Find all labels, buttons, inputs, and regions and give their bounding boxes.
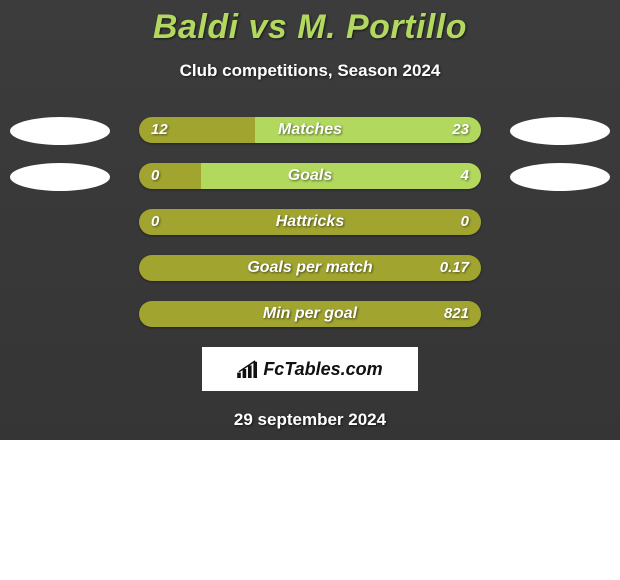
- comparison-row: 00Hattricks: [0, 203, 620, 249]
- stat-bar: 00Hattricks: [139, 209, 481, 235]
- stat-bar: 0.17Goals per match: [139, 255, 481, 281]
- stat-label: Goals per match: [139, 255, 481, 281]
- stat-bar: 04Goals: [139, 163, 481, 189]
- comparison-row: 821Min per goal: [0, 295, 620, 341]
- stat-label: Goals: [139, 163, 481, 189]
- subtitle: Club competitions, Season 2024: [0, 61, 620, 81]
- date-label: 29 september 2024: [0, 410, 620, 430]
- team-badge-left: [10, 117, 110, 145]
- page-title: Baldi vs M. Portillo: [0, 8, 620, 47]
- team-badge-right: [510, 163, 610, 191]
- team-badge-right: [510, 117, 610, 145]
- comparison-rows: 1223Matches 04Goals 00Hattricks 0.17Goals p…: [0, 111, 620, 341]
- stat-label: Matches: [139, 117, 481, 143]
- stat-label: Min per goal: [139, 301, 481, 327]
- comparison-card: Baldi vs M. Portillo Club competitions, …: [0, 0, 620, 440]
- stat-bar: 821Min per goal: [139, 301, 481, 327]
- chart-icon: [237, 360, 259, 378]
- stat-label: Hattricks: [139, 209, 481, 235]
- brand-logo-text: FcTables.com: [263, 359, 382, 380]
- brand-logo: FcTables.com: [202, 347, 418, 391]
- comparison-row: 0.17Goals per match: [0, 249, 620, 295]
- comparison-row: 1223Matches: [0, 111, 620, 157]
- comparison-row: 04Goals: [0, 157, 620, 203]
- stat-bar: 1223Matches: [139, 117, 481, 143]
- team-badge-left: [10, 163, 110, 191]
